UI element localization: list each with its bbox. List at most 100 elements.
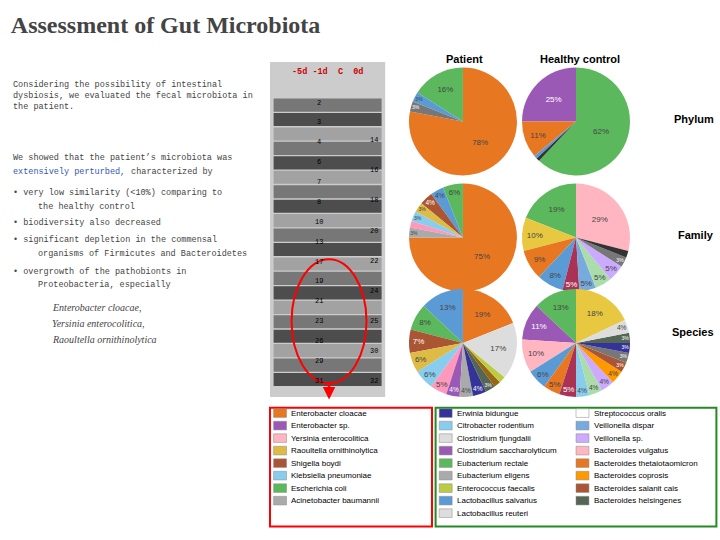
svg-text:7%: 7% xyxy=(413,337,425,346)
svg-text:3%: 3% xyxy=(616,362,624,368)
svg-text:5%: 5% xyxy=(436,380,448,389)
svg-text:Veillonella dispar: Veillonella dispar xyxy=(594,421,654,430)
svg-text:16: 16 xyxy=(370,166,378,174)
svg-text:7: 7 xyxy=(317,178,321,186)
svg-text:3%: 3% xyxy=(621,344,629,350)
svg-text:29%: 29% xyxy=(592,215,608,224)
svg-text:26: 26 xyxy=(315,337,323,345)
svg-text:Proteobacteria, especially: Proteobacteria, especially xyxy=(38,280,171,290)
svg-text:organisms of Firmicutes and Ba: organisms of Firmicutes and Bacteroidete… xyxy=(38,249,247,259)
svg-text:Bacteroides helsingenes: Bacteroides helsingenes xyxy=(594,496,681,505)
svg-text:13%: 13% xyxy=(553,303,569,312)
svg-text:4%: 4% xyxy=(473,385,483,392)
svg-text:Eubacterium rectale: Eubacterium rectale xyxy=(457,459,529,468)
svg-text:3%: 3% xyxy=(412,104,420,110)
svg-text:4%: 4% xyxy=(449,386,459,393)
svg-text:Klebsiella pneumoniae: Klebsiella pneumoniae xyxy=(291,471,372,480)
svg-text:6: 6 xyxy=(317,158,321,166)
svg-text:2: 2 xyxy=(317,99,321,107)
svg-text:Citrobacter rodentium: Citrobacter rodentium xyxy=(457,421,534,430)
svg-text:25%: 25% xyxy=(546,95,562,104)
svg-text:13: 13 xyxy=(315,238,323,246)
svg-text:Bacteroides coprosis: Bacteroides coprosis xyxy=(594,471,668,480)
svg-text:4%: 4% xyxy=(589,384,599,391)
svg-text:Enterobacter sp.: Enterobacter sp. xyxy=(291,421,350,430)
svg-text:17: 17 xyxy=(315,258,323,266)
svg-text:Assessment of Gut Microbiota: Assessment of Gut Microbiota xyxy=(11,12,321,38)
svg-text:Streptococcus oralis: Streptococcus oralis xyxy=(594,409,666,418)
svg-text:4%: 4% xyxy=(617,324,627,331)
svg-text:3%: 3% xyxy=(415,96,423,102)
svg-text:23: 23 xyxy=(315,317,323,325)
svg-text:4%: 4% xyxy=(461,387,471,394)
svg-text:19%: 19% xyxy=(549,205,565,214)
svg-text:8%: 8% xyxy=(419,318,431,327)
svg-text:Family: Family xyxy=(678,229,714,241)
svg-text:Phylum: Phylum xyxy=(674,113,714,125)
svg-text:14: 14 xyxy=(370,136,378,144)
svg-text:Enterococcus faecalis: Enterococcus faecalis xyxy=(457,484,535,493)
svg-text:62%: 62% xyxy=(593,127,609,136)
svg-text:18: 18 xyxy=(370,196,378,204)
svg-text:6%: 6% xyxy=(415,355,427,364)
svg-text:13%: 13% xyxy=(440,303,456,312)
svg-text:5%: 5% xyxy=(594,273,606,282)
svg-text:Healthy control: Healthy control xyxy=(540,53,620,65)
svg-text:3%: 3% xyxy=(620,353,628,359)
svg-text:8%: 8% xyxy=(549,271,561,280)
svg-text:5%: 5% xyxy=(563,385,575,394)
svg-text:16%: 16% xyxy=(437,85,453,94)
svg-text:29: 29 xyxy=(315,357,323,365)
svg-text:4%: 4% xyxy=(577,387,587,394)
svg-text:9%: 9% xyxy=(534,255,546,264)
svg-text:Enterobacter cloacae,: Enterobacter cloacae, xyxy=(52,302,142,313)
svg-text:78%: 78% xyxy=(472,138,488,147)
svg-text:3%: 3% xyxy=(621,335,629,341)
svg-text:3%: 3% xyxy=(484,382,492,388)
svg-text:10%: 10% xyxy=(527,231,543,240)
svg-text:Bacteroides thetaiotaomicron: Bacteroides thetaiotaomicron xyxy=(594,459,698,468)
svg-text:Bacteroides salanit cais: Bacteroides salanit cais xyxy=(594,484,678,493)
svg-text:4%: 4% xyxy=(435,192,445,199)
svg-text:Erwinia bidungue: Erwinia bidungue xyxy=(457,409,519,418)
svg-text:22: 22 xyxy=(370,257,378,265)
svg-text:Enterobacter cloacae: Enterobacter cloacae xyxy=(291,409,367,418)
svg-text:Patient: Patient xyxy=(446,53,483,65)
svg-text:11%: 11% xyxy=(531,322,546,331)
svg-text:3%: 3% xyxy=(418,206,426,212)
svg-text:characterized by: characterized by xyxy=(126,167,213,177)
svg-text:5%: 5% xyxy=(566,280,578,289)
svg-text:10: 10 xyxy=(315,218,323,226)
svg-text:21: 21 xyxy=(315,297,323,305)
svg-text:Clostridium saccharolyticum: Clostridium saccharolyticum xyxy=(457,446,557,455)
svg-text:Considering the possibility of: Considering the possibility of intestina… xyxy=(13,80,253,112)
svg-text:Clostridium fjungdalii: Clostridium fjungdalii xyxy=(457,434,531,443)
svg-text:• very low similarity (<10%) c: • very low similarity (<10%) comparing t… xyxy=(13,188,222,198)
svg-text:5%: 5% xyxy=(549,380,561,389)
svg-text:Lactobacillus salvarius: Lactobacillus salvarius xyxy=(457,496,537,505)
svg-text:the healthy control: the healthy control xyxy=(38,202,135,212)
svg-text:Raoultella ornithinolytica: Raoultella ornithinolytica xyxy=(291,446,378,455)
svg-text:32: 32 xyxy=(370,377,378,385)
svg-text:3%: 3% xyxy=(616,257,624,263)
svg-text:19%: 19% xyxy=(474,310,490,319)
svg-text:Raoultella ornithinolytica: Raoultella ornithinolytica xyxy=(52,334,157,345)
svg-text:4: 4 xyxy=(317,138,321,146)
svg-text:4%: 4% xyxy=(608,370,618,377)
svg-text:6%: 6% xyxy=(424,370,436,379)
svg-text:6%: 6% xyxy=(449,188,461,197)
svg-text:We showed that the patient’s m: We showed that the patient’s microbiota … xyxy=(13,153,232,163)
svg-text:17%: 17% xyxy=(490,344,506,353)
svg-text:Lactobacillus reuteri: Lactobacillus reuteri xyxy=(457,509,528,518)
svg-text:4%: 4% xyxy=(425,199,435,206)
svg-text:3: 3 xyxy=(317,118,321,126)
svg-text:8: 8 xyxy=(317,198,321,206)
svg-text:5%: 5% xyxy=(580,279,592,288)
svg-text:31: 31 xyxy=(315,377,323,385)
svg-text:Eubacterium eligens: Eubacterium eligens xyxy=(457,471,529,480)
svg-text:Bacteroides vulgatus: Bacteroides vulgatus xyxy=(594,446,668,455)
svg-text:3%: 3% xyxy=(410,230,418,236)
svg-text:75%: 75% xyxy=(474,252,490,261)
svg-text:6%: 6% xyxy=(537,370,549,379)
svg-text:19: 19 xyxy=(315,277,323,285)
